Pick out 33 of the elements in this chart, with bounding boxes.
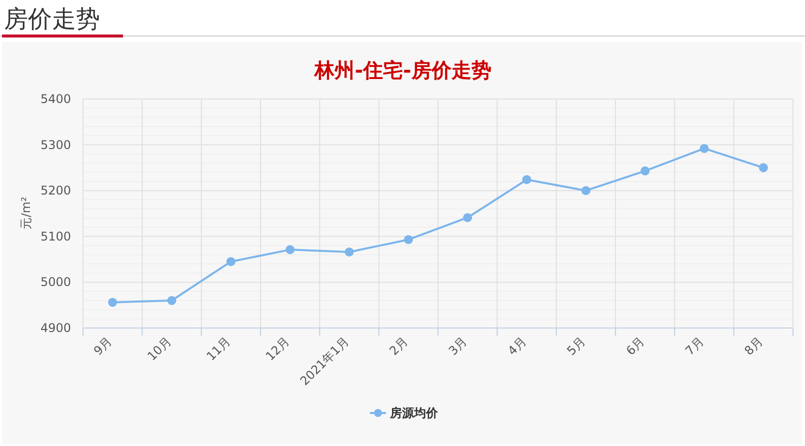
text: 房价走势 xyxy=(4,5,100,33)
x-tick-label: 8月 xyxy=(742,334,766,358)
x-tick-label: 10月 xyxy=(144,334,174,364)
x-tick-label: 11月 xyxy=(204,334,234,364)
x-tick-label: 7月 xyxy=(682,334,706,358)
y-tick-label: 5100 xyxy=(40,229,71,244)
x-tick-label: 5月 xyxy=(564,334,588,358)
x-tick-label: 6月 xyxy=(623,334,648,358)
point xyxy=(344,247,354,256)
point xyxy=(286,245,295,254)
x-tick-label: 12月 xyxy=(263,334,292,364)
legend-label: 房源均价 xyxy=(389,406,439,420)
y-axis-title: 元/m² xyxy=(19,196,33,230)
point xyxy=(700,144,709,153)
y-tick-label: 5400 xyxy=(40,92,71,106)
point xyxy=(404,235,413,244)
y-tick-label: 5000 xyxy=(40,275,71,290)
point xyxy=(758,163,768,172)
point xyxy=(108,298,118,307)
x-tick-label: 3月 xyxy=(446,334,470,358)
x-tick-label: 2月 xyxy=(386,334,411,358)
y-tick-label: 5200 xyxy=(40,184,71,198)
point xyxy=(463,213,472,222)
point xyxy=(226,257,236,266)
x-tick-label: 9月 xyxy=(90,334,115,358)
point xyxy=(167,296,176,306)
point xyxy=(581,186,590,196)
x-tick-label: 4月 xyxy=(505,334,529,358)
point xyxy=(640,166,650,176)
point xyxy=(522,175,532,184)
chart-title: 林州-住宅-房价走势 xyxy=(314,58,492,82)
y-tick-label: 5300 xyxy=(40,138,71,152)
y-tick-label: 4900 xyxy=(40,321,71,335)
